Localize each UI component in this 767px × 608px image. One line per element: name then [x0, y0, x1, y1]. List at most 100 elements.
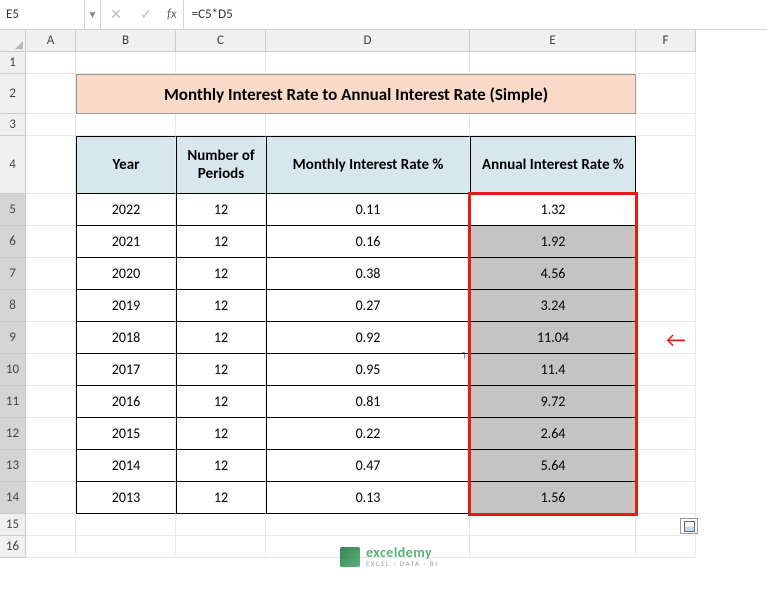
- cell-annual[interactable]: 5.64: [470, 450, 636, 482]
- cell[interactable]: [176, 514, 266, 536]
- name-box[interactable]: E5: [0, 0, 85, 29]
- cell-periods[interactable]: 12: [176, 258, 266, 290]
- name-box-dropdown-icon[interactable]: ▼: [85, 0, 101, 29]
- cell-periods[interactable]: 12: [176, 386, 266, 418]
- row-header-7[interactable]: 7: [0, 258, 26, 290]
- cell[interactable]: [176, 536, 266, 558]
- cell-year[interactable]: 2019: [76, 290, 176, 322]
- cell[interactable]: [26, 258, 76, 290]
- cell[interactable]: [26, 226, 76, 258]
- cell[interactable]: [26, 536, 76, 558]
- cell[interactable]: [176, 114, 266, 136]
- cell-monthly[interactable]: 0.27: [266, 290, 470, 322]
- cell-year[interactable]: 2022: [76, 194, 176, 226]
- cell-monthly[interactable]: 0.92: [266, 322, 470, 354]
- cell-year[interactable]: 2013: [76, 482, 176, 514]
- cell[interactable]: [636, 194, 696, 226]
- cell[interactable]: [26, 482, 76, 514]
- cell[interactable]: [26, 74, 76, 114]
- row-header-10[interactable]: 10: [0, 354, 26, 386]
- cell-year[interactable]: 2018: [76, 322, 176, 354]
- col-header-C[interactable]: C: [176, 30, 266, 52]
- cell-monthly[interactable]: 0.16: [266, 226, 470, 258]
- cell[interactable]: [76, 52, 176, 74]
- cell-year[interactable]: 2015: [76, 418, 176, 450]
- row-header-9[interactable]: 9: [0, 322, 26, 354]
- cell[interactable]: [636, 386, 696, 418]
- cell-annual[interactable]: 11.4: [470, 354, 636, 386]
- cell-periods[interactable]: 12: [176, 226, 266, 258]
- row-header-13[interactable]: 13: [0, 450, 26, 482]
- cell-annual[interactable]: 2.64: [470, 418, 636, 450]
- cell-periods[interactable]: 12: [176, 194, 266, 226]
- header-periods[interactable]: Number of Periods: [176, 136, 266, 194]
- cell[interactable]: [636, 450, 696, 482]
- cell[interactable]: [636, 536, 696, 558]
- row-header-4[interactable]: 4: [0, 136, 26, 194]
- cell[interactable]: [26, 386, 76, 418]
- cell[interactable]: [470, 114, 636, 136]
- cell-monthly[interactable]: 0.95: [266, 354, 470, 386]
- col-header-A[interactable]: A: [26, 30, 76, 52]
- cell[interactable]: [470, 514, 636, 536]
- row-header-2[interactable]: 2: [0, 74, 26, 114]
- cell[interactable]: [26, 136, 76, 194]
- cell[interactable]: [636, 226, 696, 258]
- cell[interactable]: [26, 290, 76, 322]
- col-header-B[interactable]: B: [76, 30, 176, 52]
- cell-annual[interactable]: 3.24: [470, 290, 636, 322]
- col-header-F[interactable]: F: [636, 30, 696, 52]
- title-cell[interactable]: Monthly Interest Rate to Annual Interest…: [76, 74, 636, 114]
- row-header-1[interactable]: 1: [0, 52, 26, 74]
- col-header-D[interactable]: D: [266, 30, 470, 52]
- cell[interactable]: [26, 354, 76, 386]
- autofill-options-icon[interactable]: [680, 518, 698, 534]
- cell-year[interactable]: 2016: [76, 386, 176, 418]
- row-header-16[interactable]: 16: [0, 536, 26, 558]
- cell[interactable]: [266, 52, 470, 74]
- cell-monthly[interactable]: 0.13: [266, 482, 470, 514]
- row-header-3[interactable]: 3: [0, 114, 26, 136]
- cell[interactable]: [636, 354, 696, 386]
- row-header-14[interactable]: 14: [0, 482, 26, 514]
- row-header-6[interactable]: 6: [0, 226, 26, 258]
- row-header-15[interactable]: 15: [0, 514, 26, 536]
- cell[interactable]: [266, 114, 470, 136]
- cell-periods[interactable]: 12: [176, 418, 266, 450]
- cell[interactable]: [470, 536, 636, 558]
- cell-monthly[interactable]: 0.47: [266, 450, 470, 482]
- cell[interactable]: [26, 450, 76, 482]
- cell-periods[interactable]: 12: [176, 290, 266, 322]
- cell[interactable]: [76, 114, 176, 136]
- row-header-11[interactable]: 11: [0, 386, 26, 418]
- cell[interactable]: [26, 114, 76, 136]
- cell-periods[interactable]: 12: [176, 322, 266, 354]
- cell[interactable]: [636, 482, 696, 514]
- cell-annual[interactable]: 1.32: [470, 194, 636, 226]
- cell[interactable]: [26, 194, 76, 226]
- cell[interactable]: [636, 52, 696, 74]
- cell-periods[interactable]: 12: [176, 450, 266, 482]
- cell-monthly[interactable]: 0.81: [266, 386, 470, 418]
- cell-annual[interactable]: 9.72: [470, 386, 636, 418]
- cell-periods[interactable]: 12: [176, 354, 266, 386]
- cell-monthly[interactable]: 0.38: [266, 258, 470, 290]
- cell[interactable]: [636, 290, 696, 322]
- row-header-8[interactable]: 8: [0, 290, 26, 322]
- cell[interactable]: [26, 514, 76, 536]
- cell[interactable]: [636, 74, 696, 114]
- cell[interactable]: [636, 114, 696, 136]
- cell-periods[interactable]: 12: [176, 482, 266, 514]
- cell[interactable]: [26, 52, 76, 74]
- cell-year[interactable]: 2021: [76, 226, 176, 258]
- cell[interactable]: [636, 258, 696, 290]
- cell-annual[interactable]: 11.04: [470, 322, 636, 354]
- row-header-12[interactable]: 12: [0, 418, 26, 450]
- cell[interactable]: [176, 52, 266, 74]
- cell-annual[interactable]: 4.56: [470, 258, 636, 290]
- cell[interactable]: [26, 322, 76, 354]
- cell-year[interactable]: 2014: [76, 450, 176, 482]
- cell[interactable]: [26, 418, 76, 450]
- cell[interactable]: [470, 52, 636, 74]
- row-header-5[interactable]: 5: [0, 194, 26, 226]
